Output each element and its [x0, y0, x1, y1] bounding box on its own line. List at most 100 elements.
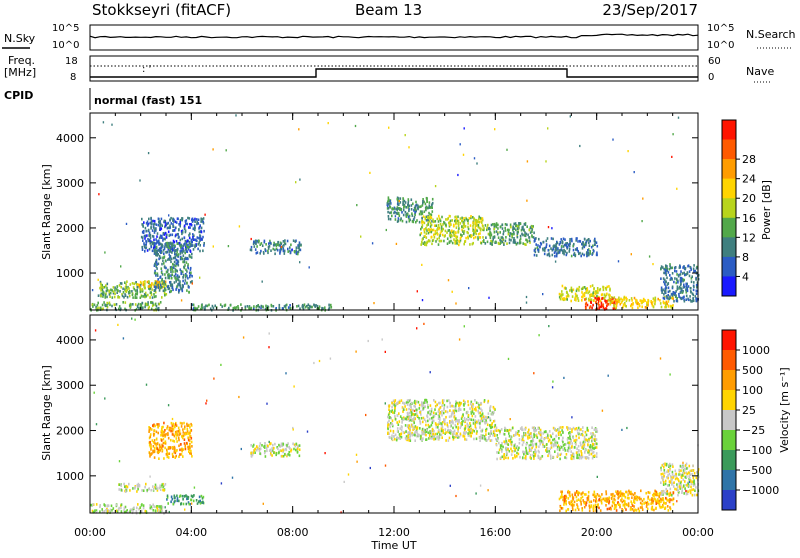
scatter-cell	[126, 280, 128, 283]
scatter-cell	[552, 238, 554, 241]
scatter-cell	[569, 245, 571, 248]
colorbar-cell	[722, 198, 736, 218]
scatter-cell	[148, 218, 150, 221]
scatter-cell	[424, 405, 426, 408]
scatter-cell	[675, 282, 677, 285]
scatter-cell	[443, 240, 445, 243]
scatter-cell	[163, 422, 165, 425]
scatter-cell	[563, 444, 565, 447]
scatter-cell	[696, 300, 698, 303]
scatter-cell	[388, 207, 390, 210]
scatter-cell	[687, 272, 689, 275]
scatter-cell	[419, 404, 421, 407]
scatter-cell	[476, 421, 478, 424]
scatter-cell	[548, 252, 550, 255]
scatter-cell	[640, 299, 642, 302]
scatter-cell	[574, 428, 576, 431]
scatter-cell	[691, 275, 693, 278]
scatter-cell	[441, 410, 443, 413]
scatter-cell	[569, 248, 571, 251]
scatter-cell	[199, 237, 201, 240]
scatter-cell	[198, 227, 200, 230]
scatter-cell	[175, 227, 177, 230]
scatter-cell	[146, 230, 148, 233]
scatter-cell	[392, 419, 394, 422]
scatter-cell	[177, 233, 179, 236]
scatter-speckle	[328, 122, 329, 124]
scatter-cell	[587, 443, 589, 446]
scatter-cell	[188, 291, 190, 294]
scatter-cell	[549, 439, 551, 442]
scatter-cell	[629, 491, 631, 494]
scatter-cell	[160, 488, 162, 491]
scatter-cell	[106, 302, 108, 305]
scatter-cell	[591, 426, 593, 429]
scatter-cell	[588, 491, 590, 494]
scatter-cell	[503, 453, 505, 456]
scatter-cell	[118, 488, 120, 491]
scatter-cell	[169, 452, 171, 455]
scatter-cell	[571, 238, 573, 241]
colorbar-cell	[722, 179, 736, 199]
scatter-cell	[208, 304, 210, 307]
scatter-cell	[530, 444, 532, 447]
scatter-cell	[468, 414, 470, 417]
scatter-cell	[265, 250, 267, 253]
scatter-cell	[415, 430, 417, 433]
scatter-cell	[449, 437, 451, 440]
scatter-cell	[445, 439, 447, 442]
scatter-cell	[290, 450, 292, 453]
scatter-cell	[596, 295, 598, 298]
scatter-cell	[152, 250, 154, 253]
scatter-cell	[412, 424, 414, 427]
scatter-cell	[483, 227, 485, 230]
scatter-cell	[256, 449, 258, 452]
scatter-cell	[439, 234, 441, 237]
scatter-cell	[584, 292, 586, 295]
scatter-cell	[160, 276, 162, 279]
scatter-cell	[147, 281, 149, 284]
scatter-cell	[143, 221, 145, 224]
scatter-cell	[456, 226, 458, 229]
scatter-cell	[583, 441, 585, 444]
scatter-cell	[283, 240, 285, 243]
scatter-cell	[435, 220, 437, 223]
scatter-cell	[114, 296, 116, 299]
scatter-cell	[255, 242, 257, 245]
scatter-cell	[655, 297, 657, 300]
scatter-cell	[562, 298, 564, 301]
scatter-cell	[186, 503, 188, 506]
scatter-cell	[578, 437, 580, 440]
scatter-cell	[587, 427, 589, 430]
scatter-cell	[693, 281, 695, 284]
scatter-cell	[491, 413, 493, 416]
scatter-cell	[287, 453, 289, 456]
scatter-cell	[667, 294, 669, 297]
scatter-cell	[483, 240, 485, 243]
scatter-cell	[444, 234, 446, 237]
scatter-cell	[183, 249, 185, 252]
scatter-cell	[183, 422, 185, 425]
scatter-cell	[470, 425, 472, 428]
scatter-cell	[190, 267, 192, 270]
scatter-cell	[531, 435, 533, 438]
scatter-cell	[593, 287, 595, 290]
scatter-cell	[393, 435, 395, 438]
scatter-cell	[614, 296, 616, 299]
scatter-cell	[153, 509, 155, 512]
scatter-cell	[261, 444, 263, 447]
scatter-cell	[683, 296, 685, 299]
scatter-cell	[447, 217, 449, 220]
scatter-cell	[193, 304, 195, 307]
scatter-cell	[509, 235, 511, 238]
scatter-cell	[473, 237, 475, 240]
scatter-cell	[680, 283, 682, 286]
scatter-cell	[183, 503, 185, 506]
scatter-cell	[490, 426, 492, 429]
scatter-cell	[536, 429, 538, 432]
scatter-cell	[146, 489, 148, 492]
scatter-cell	[408, 215, 410, 218]
scatter-cell	[150, 427, 152, 430]
scatter-cell	[125, 490, 127, 493]
